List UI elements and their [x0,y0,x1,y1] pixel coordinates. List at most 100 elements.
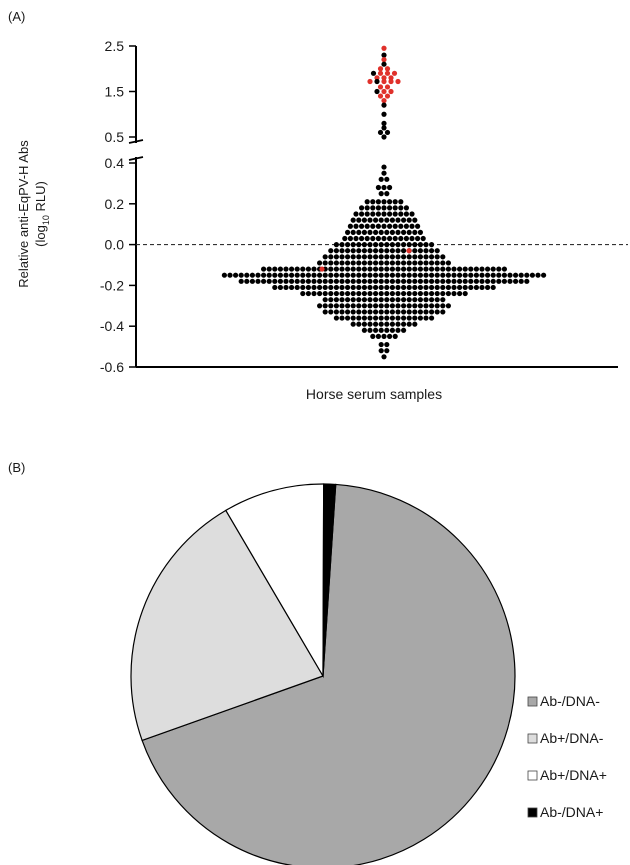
negative-sample-point [377,129,384,136]
negative-sample-point [322,297,328,303]
negative-sample-point [524,272,530,278]
negative-sample-point [389,327,395,333]
dna-positive-sample-point [391,70,398,76]
negative-sample-point [373,248,379,254]
negative-sample-point [370,223,376,229]
negative-sample-point [401,278,407,284]
negative-sample-point [479,278,485,284]
negative-sample-point [364,223,370,229]
negative-sample-point [409,223,415,229]
negative-sample-point [370,205,376,211]
negative-sample-point [378,254,384,260]
negative-sample-point [345,260,351,266]
negative-sample-point [328,297,334,303]
negative-sample-point [261,272,267,278]
dna-positive-sample-point [388,78,394,85]
negative-sample-point [395,321,401,327]
negative-sample-point [440,303,446,309]
negative-sample-point [479,266,485,272]
negative-sample-point [429,254,435,260]
negative-sample-point [406,242,412,248]
negative-sample-point [350,309,356,315]
negative-sample-point [356,272,362,278]
dna-positive-sample-point [384,84,391,90]
negative-sample-point [367,229,373,235]
negative-sample-point [339,290,345,297]
negative-sample-point [350,272,356,278]
pie-slice-ab-dna- [130,509,324,742]
negative-sample-point [473,278,479,284]
negative-sample-point [339,284,345,291]
negative-sample-point [387,184,393,191]
negative-sample-point [333,278,339,284]
negative-sample-point [328,248,334,254]
negative-sample-point [221,272,227,278]
negative-sample-point [445,278,451,284]
negative-sample-point [507,272,513,278]
negative-sample-point [277,272,283,278]
negative-sample-point [473,284,479,291]
negative-sample-point [381,199,387,205]
negative-sample-point [266,266,272,272]
negative-sample-point [289,266,295,272]
negative-sample-point [412,303,418,309]
negative-sample-point [401,290,407,297]
negative-sample-point [401,260,407,266]
negative-sample-point [384,242,390,248]
negative-sample-point [350,242,356,248]
negative-sample-point [429,266,435,272]
negative-sample-point [350,278,356,284]
negative-sample-point [384,321,390,327]
negative-sample-point [468,266,474,272]
negative-sample-point [322,260,328,266]
negative-sample-point [350,315,356,321]
negative-sample-point [311,284,317,291]
negative-sample-point [339,260,345,266]
negative-sample-point [361,284,367,291]
negative-sample-point [429,278,435,284]
negative-sample-point [395,242,401,248]
legend-swatch [527,696,538,707]
negative-sample-point [350,217,356,223]
negative-sample-point [485,272,491,278]
negative-sample-point [490,266,496,272]
negative-sample-point [417,303,423,309]
negative-sample-point [440,260,446,266]
y-lower-tick-label: 0.4 [105,155,125,171]
negative-sample-point [384,315,390,321]
negative-sample-point [359,223,365,229]
negative-sample-point [328,303,334,309]
y-upper-tick-label: 2.5 [105,38,125,54]
negative-sample-point [277,284,283,291]
negative-sample-point [244,272,250,278]
negative-sample-point [381,170,387,176]
negative-sample-point [381,120,387,126]
y-lower-tick-label: -0.2 [100,277,124,293]
negative-sample-point [479,284,485,291]
negative-sample-point [496,278,502,284]
negative-sample-point [434,272,440,278]
negative-sample-point [409,211,415,217]
negative-sample-point [347,235,353,242]
negative-sample-point [417,315,423,321]
negative-sample-point [373,272,379,278]
negative-sample-point [333,303,339,309]
negative-sample-point [317,278,323,284]
negative-sample-point [501,278,507,284]
negative-sample-point [541,272,547,278]
negative-sample-point [356,254,362,260]
negative-sample-point [311,272,317,278]
negative-sample-point [378,278,384,284]
negative-sample-point [423,266,429,272]
negative-sample-point [370,199,376,205]
dna-positive-sample-point [381,57,387,63]
negative-sample-point [353,235,359,242]
negative-sample-point [434,297,440,303]
negative-sample-point [339,266,345,272]
negative-sample-point [395,290,401,297]
negative-sample-point [367,321,373,327]
negative-sample-point [384,303,390,309]
negative-sample-point [389,309,395,315]
negative-sample-point [417,260,423,266]
